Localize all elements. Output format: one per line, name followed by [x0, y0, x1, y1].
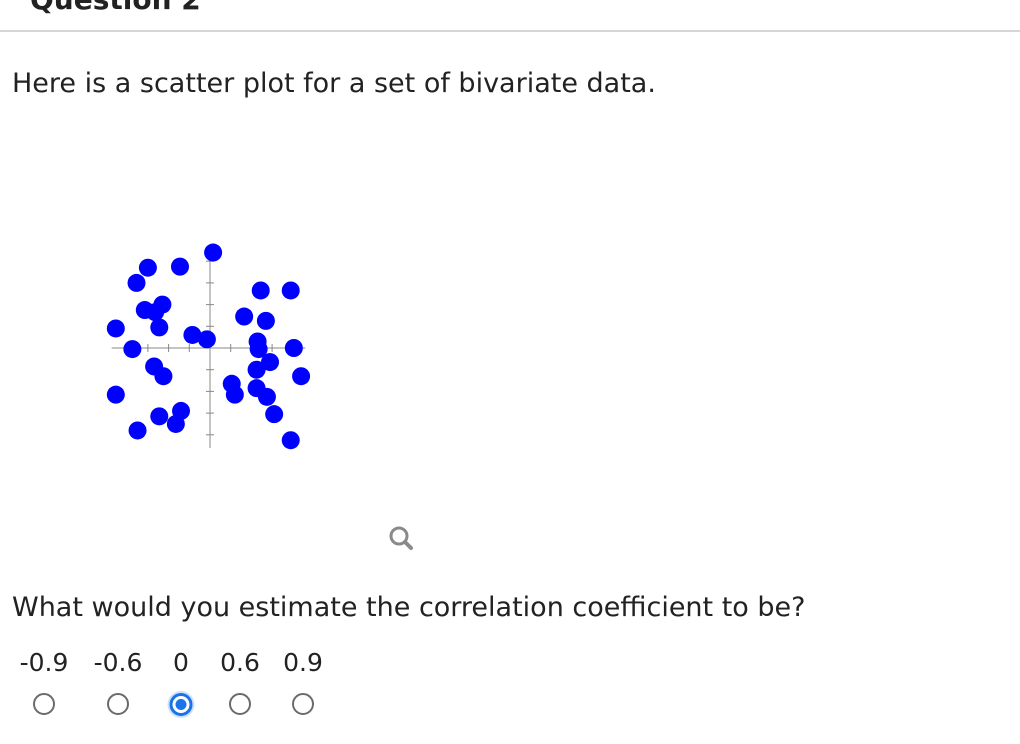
scatter-point-16	[123, 340, 142, 359]
choice-label-0-9: 0.9	[283, 648, 323, 677]
scatter-point-19	[261, 353, 280, 372]
scatter-point-5	[281, 281, 300, 300]
scatter-point-11	[106, 319, 125, 338]
scatter-point-32	[166, 414, 185, 433]
scatter-point-3	[127, 273, 146, 292]
intro-text: Here is a scatter plot for a set of biva…	[12, 68, 656, 99]
scatter-point-9	[235, 307, 254, 326]
scatter-point-2	[170, 257, 189, 276]
scatter-point-8	[146, 303, 165, 322]
scatter-point-23	[292, 367, 311, 386]
scatter-point-12	[150, 318, 169, 337]
scatter-point-33	[128, 421, 147, 440]
scatter-point-14	[197, 330, 216, 349]
scatter-plot	[106, 243, 413, 550]
question-text: What would you estimate the correlation …	[12, 592, 806, 623]
scatter-point-30	[265, 405, 284, 424]
scatter-point-34	[281, 431, 300, 450]
scatter-point-27	[225, 385, 244, 404]
choice-label-0: 0	[173, 648, 189, 677]
divider	[0, 30, 1020, 32]
scatter-point-13	[183, 325, 202, 344]
scatter-point-22	[154, 367, 173, 386]
section-heading: Question 2	[30, 0, 201, 14]
scatter-point-17	[249, 340, 268, 359]
scatter-point-26	[106, 385, 125, 404]
radio-neg-0-9[interactable]	[33, 693, 55, 715]
radio-0-9[interactable]	[292, 693, 314, 715]
scatter-point-0	[204, 243, 223, 262]
scatter-point-4	[251, 281, 270, 300]
choice-label-0-6: 0.6	[220, 648, 260, 677]
scatter-point-1	[138, 258, 157, 277]
scatter-points	[106, 243, 311, 450]
scatter-point-28	[257, 387, 276, 406]
scatter-point-10	[256, 311, 275, 330]
scatter-point-31	[150, 407, 169, 426]
magnifier-icon[interactable]	[389, 526, 413, 550]
radio-neg-0-6[interactable]	[107, 693, 129, 715]
scatter-point-18	[284, 339, 303, 357]
radio-0-6[interactable]	[229, 693, 251, 715]
choice-label-neg-0-6: -0.6	[93, 648, 143, 677]
choice-label-neg-0-9: -0.9	[19, 648, 69, 677]
scatter-point-21	[247, 360, 266, 379]
radio-0[interactable]	[169, 693, 193, 716]
